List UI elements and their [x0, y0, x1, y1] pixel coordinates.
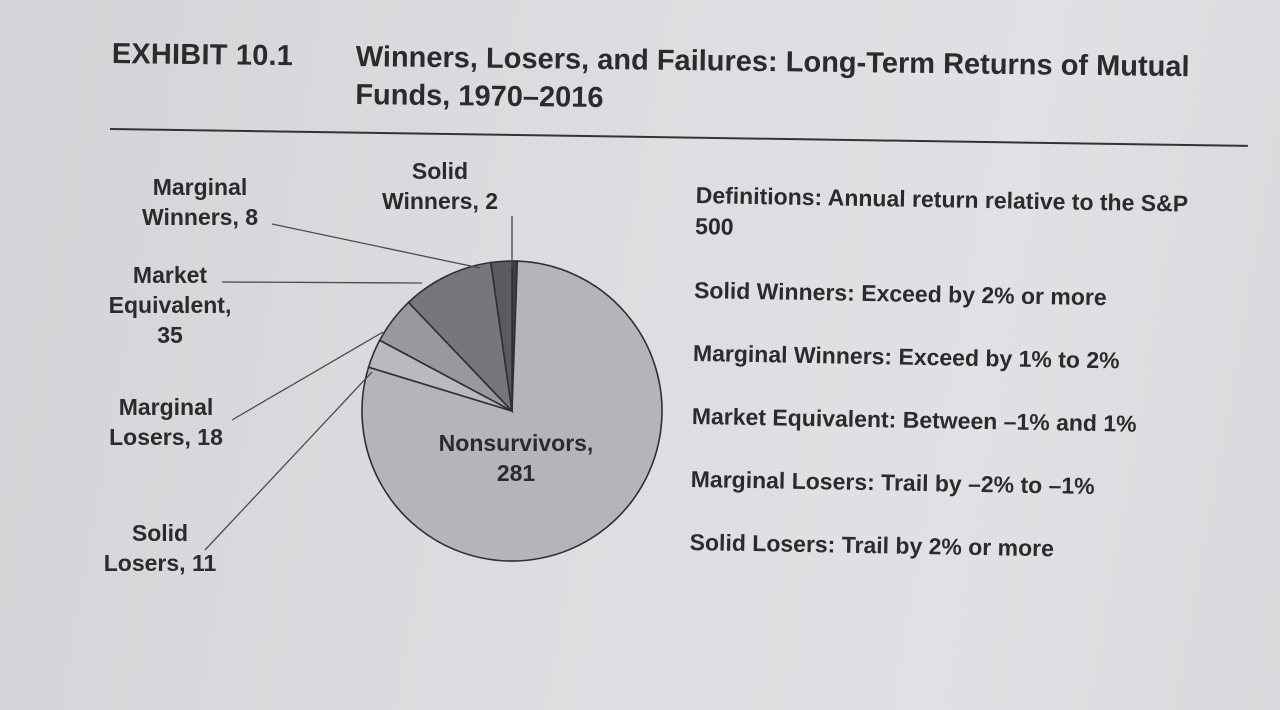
leader-line-marginal-winners	[271, 223, 481, 269]
leader-line-market-equivalent	[221, 281, 423, 284]
definitions-panel: Definitions: Annual return relative to t…	[689, 180, 1255, 567]
slice-label-nonsurvivors: Nonsurvivors, 281	[439, 428, 594, 488]
slice-label-line: Nonsurvivors,	[438, 430, 594, 456]
slice-label-line: Market	[132, 262, 208, 288]
slice-label-line: Losers, 11	[103, 550, 217, 576]
slice-label-line: Losers, 18	[109, 424, 223, 450]
slice-label-line: 35	[157, 322, 183, 348]
slice-label-marginal-losers: Marginal Losers, 18	[109, 392, 223, 452]
slice-label-line: 281	[496, 460, 536, 486]
definition-marginal-losers: Marginal Losers: Trail by –2% to –1%	[690, 465, 1095, 500]
slice-label-line: Winners, 8	[141, 204, 259, 230]
slice-label-line: Solid	[411, 158, 469, 184]
slice-label-line: Equivalent,	[108, 292, 232, 318]
leader-line-marginal-losers	[231, 331, 384, 421]
slice-label-marginal-winners: Marginal Winners, 8	[142, 172, 258, 232]
slice-label-line: Marginal	[152, 174, 248, 200]
definition-marginal-winners: Marginal Winners: Exceed by 1% to 2%	[692, 339, 1120, 374]
definitions-heading: Definitions: Annual return relative to t…	[694, 181, 1188, 240]
slice-label-market-equivalent: Market Equivalent, 35	[109, 260, 232, 350]
pie-slice-market-equivalent	[407, 261, 514, 414]
leader-line-solid-losers	[204, 371, 373, 551]
slice-label-solid-losers: Solid Losers, 11	[104, 518, 217, 578]
slice-label-line: Winners, 2	[381, 188, 499, 214]
definition-market-equivalent: Market Equivalent: Between –1% and 1%	[691, 402, 1137, 437]
leader-lines	[204, 216, 513, 551]
slice-label-solid-winners: Solid Winners, 2	[382, 156, 498, 216]
pie-slices	[361, 260, 663, 562]
definition-solid-winners: Solid Winners: Exceed by 2% or more	[693, 276, 1107, 311]
slice-label-line: Solid	[131, 520, 189, 546]
slice-label-line: Marginal	[118, 394, 214, 420]
